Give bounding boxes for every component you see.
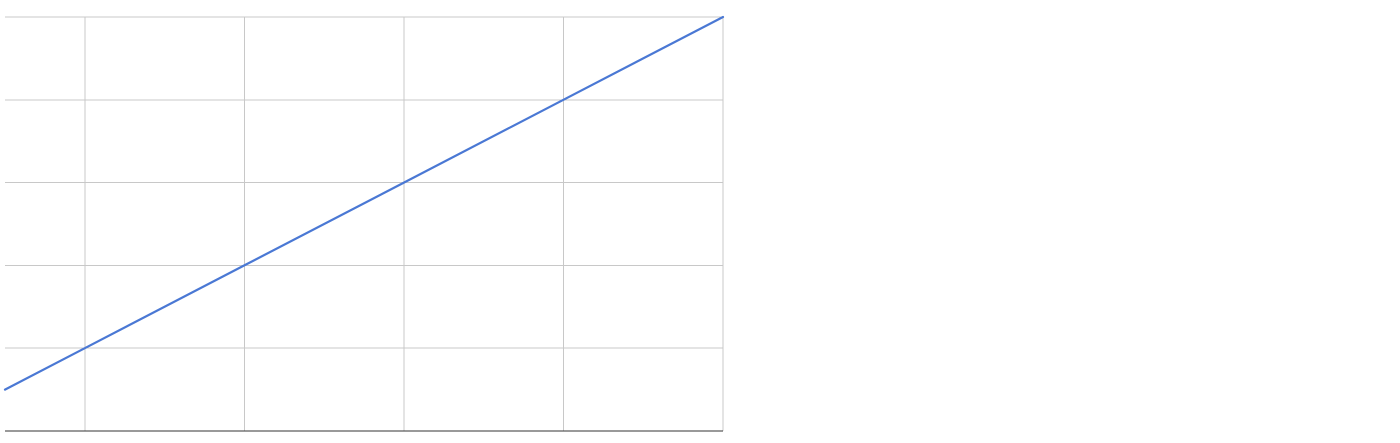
series-line-1 [3, 15, 725, 391]
chart-series [3, 15, 725, 391]
chart-grid [5, 16, 724, 431]
